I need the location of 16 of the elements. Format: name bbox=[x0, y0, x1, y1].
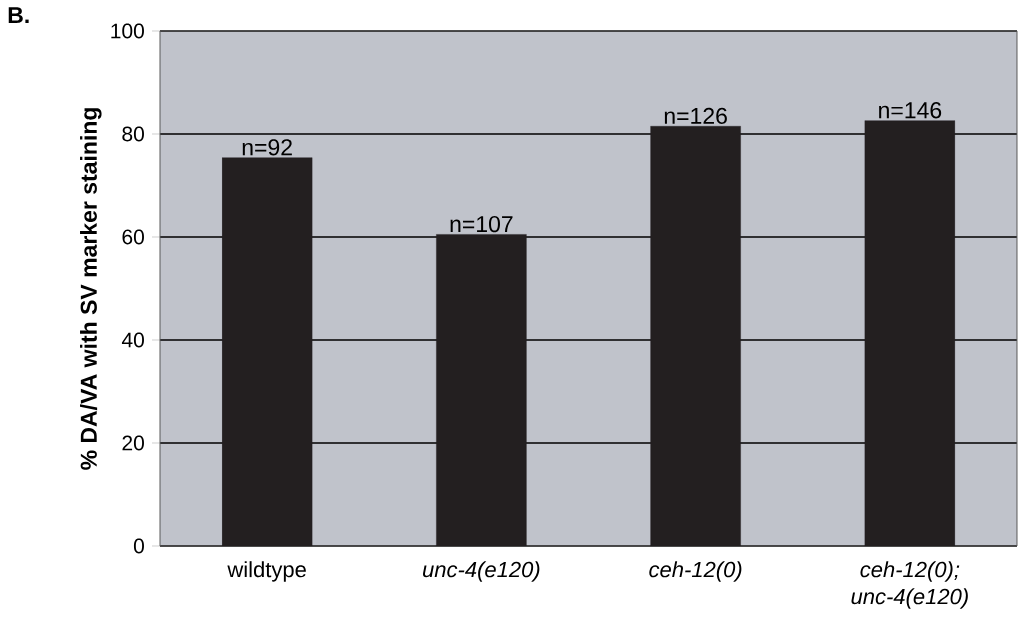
y-tick-label: 60 bbox=[122, 229, 144, 245]
x-tick-label: unc-4(e120) bbox=[422, 561, 540, 582]
text: B. bbox=[8, 7, 29, 24]
annotation: n=126 bbox=[664, 107, 727, 125]
annotation: n=92 bbox=[242, 139, 292, 156]
y-tick-label: 40 bbox=[121, 332, 144, 348]
y-tick-label: 0 bbox=[133, 538, 144, 554]
y-tick-label: 100 bbox=[111, 23, 144, 39]
annotation: n=146 bbox=[879, 102, 942, 119]
y-axis-title: % DA/VA with SV marker staining bbox=[80, 108, 102, 470]
x-tick-label: wildtype bbox=[227, 561, 306, 582]
y-tick-label: 80 bbox=[122, 126, 144, 142]
x-tick-label: ceh-12(0); unc-4(e120) bbox=[851, 561, 968, 609]
annotation: n=107 bbox=[450, 215, 513, 233]
y-tick-label: 20 bbox=[122, 435, 144, 451]
x-tick-label: ceh-12(0) bbox=[649, 561, 742, 582]
